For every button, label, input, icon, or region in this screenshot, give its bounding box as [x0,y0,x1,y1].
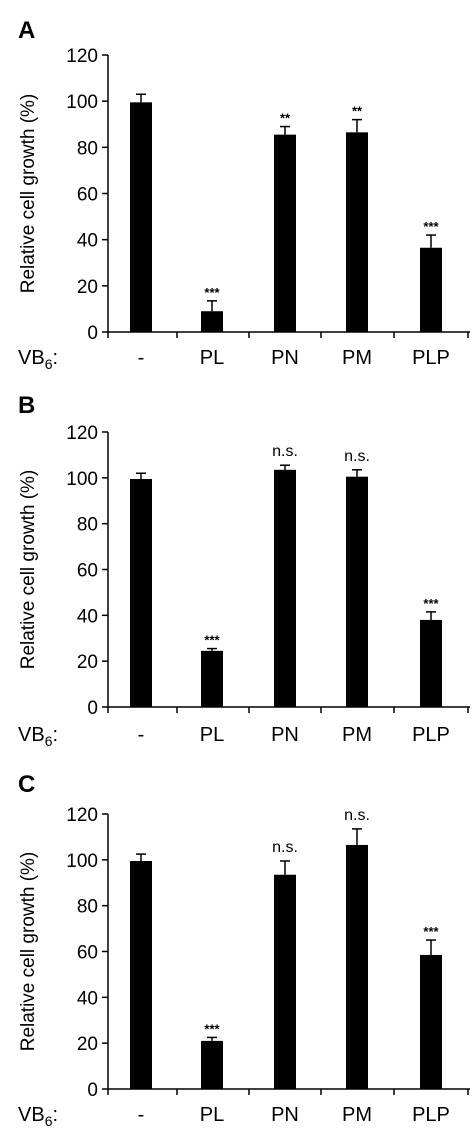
bar [420,247,442,332]
x-axis-label-sub: 6 [45,356,53,372]
x-axis-label-suffix: : [52,347,58,369]
bar [201,650,223,707]
y-tick-label: 40 [77,988,98,1009]
x-axis-label-main: VB [18,1104,45,1126]
bar [420,619,442,707]
category-label: - [138,347,145,369]
significance-label: *** [204,1021,220,1036]
significance-label: *** [204,633,220,648]
y-tick-label: 20 [77,1034,98,1055]
significance-label: ** [280,111,291,126]
category-label: PM [342,1104,372,1126]
bar [346,476,368,707]
significance-label: *** [423,219,439,234]
y-tick-label: 80 [77,515,98,536]
x-axis-label-main: VB [18,347,45,369]
x-axis-label: VB6: [18,1104,58,1129]
x-axis-label-sub: 6 [45,733,53,749]
x-axis-label: VB6: [18,724,58,749]
category-label: - [138,724,145,746]
category-label: PLP [412,347,450,369]
y-tick-label: 40 [77,606,98,627]
x-axis-label-suffix: : [52,1104,58,1126]
y-tick-label: 80 [77,897,98,918]
y-tick-label: 100 [66,469,98,490]
category-label: PLP [412,724,450,746]
category-label: - [138,1104,145,1126]
chart-panel-b: B 0 20 40 60 80 100 120 Relative cell growth (%)… [18,392,470,749]
y-tick-label: 80 [77,138,98,159]
significance-label: n.s. [272,839,298,856]
y-axis-label: Relative cell growth (%) [18,852,39,1052]
significance-label: n.s. [344,448,370,465]
significance-label: n.s. [344,807,370,824]
bar [420,954,442,1089]
x-axis-label-suffix: : [52,724,58,746]
bar [346,132,368,332]
y-axis-label: Relative cell growth (%) [18,470,39,670]
chart-panel-a: A 0 20 40 60 80 100 120 Relative cell growth (%)… [18,17,470,372]
bar [274,874,296,1089]
significance-label: ** [352,104,363,119]
y-tick-label: 100 [66,851,98,872]
category-label: PL [200,1104,224,1126]
y-tick-label: 0 [87,1080,98,1101]
panel-letter: B [18,392,35,419]
y-axis-label: Relative cell growth (%) [18,94,39,294]
x-axis-label-sub: 6 [45,1113,53,1129]
significance-label: n.s. [272,443,298,460]
y-tick-label: 60 [77,943,98,964]
significance-label: *** [423,924,439,939]
y-tick-label: 0 [87,323,98,344]
significance-label: *** [423,596,439,611]
bar [274,469,296,707]
y-tick-label: 20 [77,652,98,673]
significance-label: *** [204,285,220,300]
bar [274,134,296,332]
y-tick-label: 60 [77,185,98,206]
bar [130,860,152,1089]
panel-letter: A [18,17,35,44]
y-tick-label: 60 [77,561,98,582]
x-axis-label-main: VB [18,724,45,746]
y-tick-label: 120 [66,46,98,67]
bar [346,844,368,1089]
category-label: PLP [412,1104,450,1126]
y-tick-label: 0 [87,698,98,719]
bar [130,478,152,707]
chart-panel-c: C 0 20 40 60 80 100 120 Relative cell growth (%)… [18,771,470,1129]
bar [201,1040,223,1089]
category-label: PN [271,347,299,369]
category-label: PL [200,724,224,746]
category-label: PL [200,347,224,369]
category-label: PM [342,347,372,369]
bar [201,311,223,332]
x-axis-label: VB6: [18,347,58,372]
panel-letter: C [18,771,35,798]
category-label: PN [271,724,299,746]
y-tick-label: 120 [66,805,98,826]
y-tick-label: 20 [77,277,98,298]
bar [130,102,152,332]
category-label: PN [271,1104,299,1126]
y-tick-label: 120 [66,423,98,444]
y-tick-label: 100 [66,92,98,113]
category-label: PM [342,724,372,746]
y-tick-label: 40 [77,231,98,252]
